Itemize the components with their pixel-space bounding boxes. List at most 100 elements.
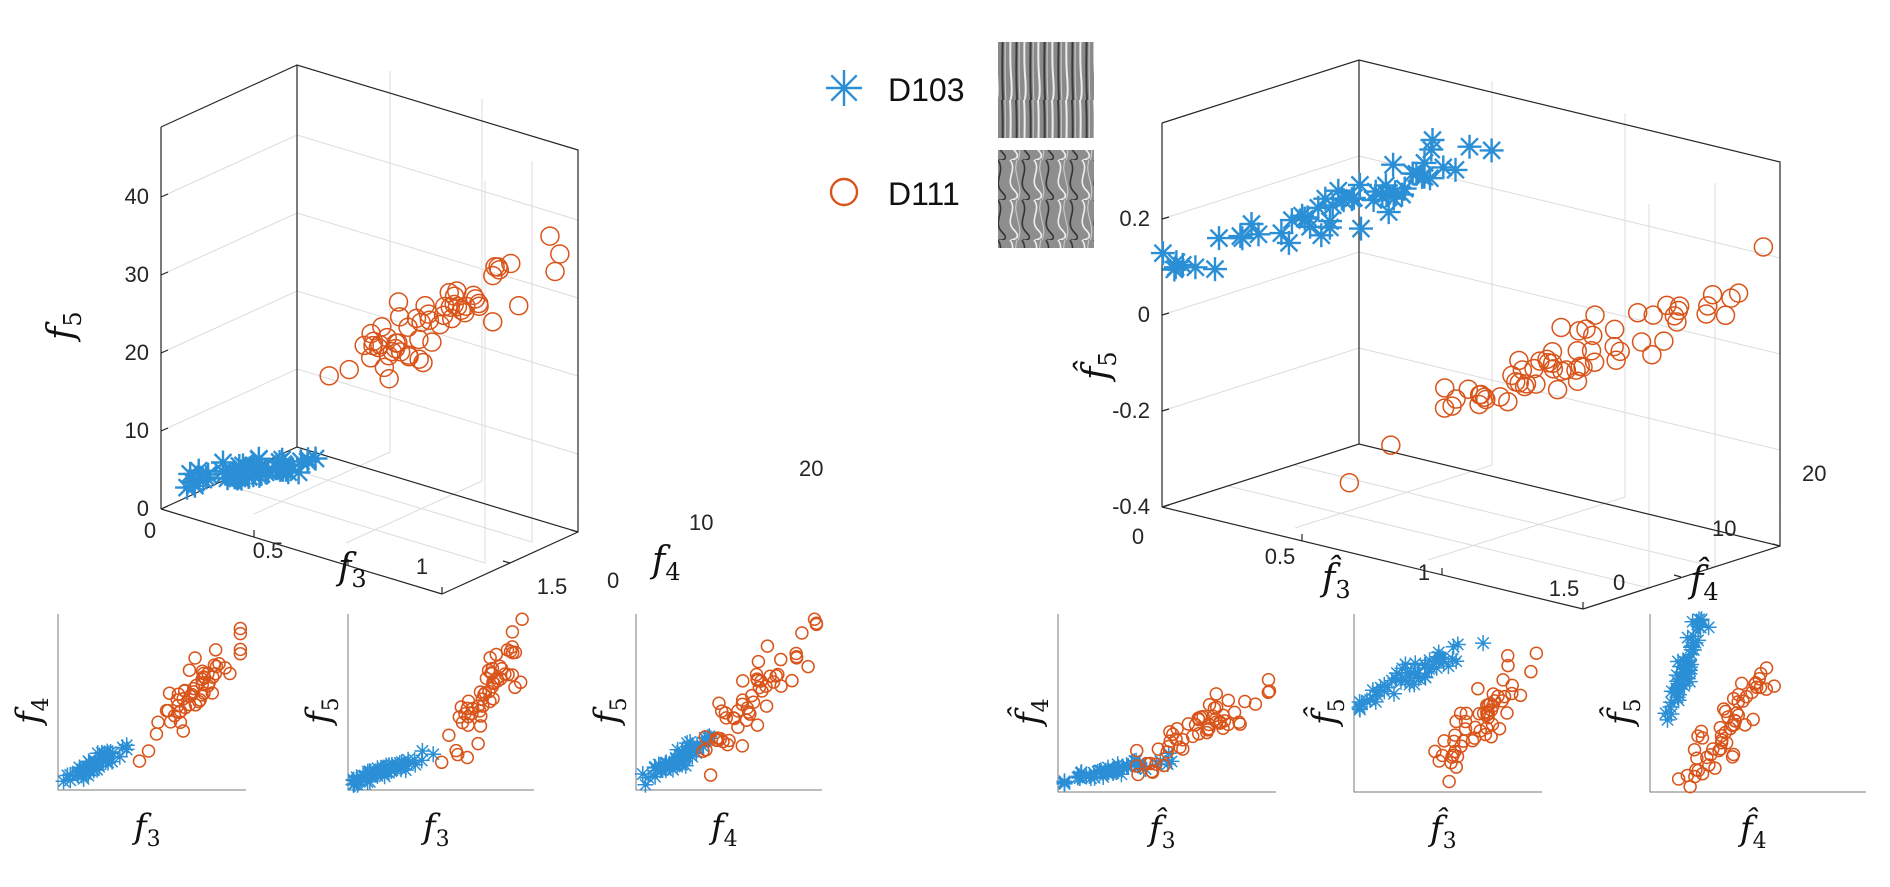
xtick: 0 [1132,524,1144,549]
d103-point [1320,193,1345,218]
d111-point [1484,729,1498,744]
d111-point [444,294,464,315]
plot-points [634,612,824,793]
d111-point [789,649,804,664]
d111-point [1687,742,1702,757]
d111-point [1551,317,1571,338]
y-axis-label: f5 [299,697,344,727]
d103-point [1681,673,1698,690]
d111-point [186,681,201,696]
d111-point [1131,767,1145,782]
d103-point [393,754,410,771]
d103-point [647,768,664,785]
d111-point [1483,696,1498,711]
d111-point [1473,724,1488,738]
d111-point [759,699,774,713]
d103-point [647,759,664,776]
d103-point [668,752,685,769]
d111-point [1492,721,1507,736]
d111-point [1631,332,1652,352]
d111-point [468,293,489,314]
d111-point [508,680,522,695]
d111-point [409,329,429,350]
d103-point [1412,164,1437,189]
d103-point [98,750,115,767]
d111-point [1514,376,1535,397]
d103-point [99,743,116,760]
plot-axes [1649,614,1866,793]
asterisk-marker [826,70,862,106]
d111-point [398,317,418,338]
y-axis-label: f̂4 [1007,698,1054,728]
d111-point [473,719,488,733]
d111-point [201,666,215,681]
d103-point [637,776,654,793]
d111-point [419,310,440,330]
d111-point [1161,739,1176,754]
d103-point [1659,711,1676,728]
d111-point [1714,728,1729,743]
d103-point [1684,613,1701,630]
d111-point [745,688,759,703]
d111-point [1526,374,1546,394]
d111-point [482,684,496,699]
d111-point [508,295,529,316]
d111-point [1671,772,1686,786]
d103-point [1306,195,1331,220]
d111-point [439,282,459,303]
d103-point [104,753,121,770]
right-3d-frame [1161,59,1781,610]
d111-point [1702,758,1716,772]
d103-point [1675,653,1692,670]
d111-point [422,332,442,352]
d111-point [712,696,726,711]
xtick: 0 [144,518,156,543]
d111-point [1627,302,1648,323]
ztick: 0 [137,496,149,521]
d111-point [1524,358,1544,379]
d103-point [371,763,387,780]
d103-point [1387,670,1404,687]
d103-point [1183,255,1208,280]
d103-point [1318,209,1342,234]
y-axis-label: f5 [587,697,632,727]
right-3d-ticks [1161,216,1781,609]
d111-point [774,652,788,667]
d103-point [663,756,680,773]
d111-point [731,720,745,735]
d103-point [1397,672,1414,689]
d103-point [303,446,328,471]
d103-point [1388,665,1405,682]
xtick: 0.5 [1265,544,1296,569]
d111-point [766,675,781,689]
d111-point [442,728,456,742]
d111-point [1221,693,1236,708]
striped-texture-icon [998,42,1094,138]
d111-point [1654,331,1674,351]
d111-point [698,730,713,744]
d103-point [634,766,651,782]
d103-point [1400,161,1425,186]
d103-point [1386,685,1402,702]
d111-point [1339,472,1360,493]
d111-point [489,647,504,662]
d111-point [1730,706,1744,720]
d111-point [233,642,248,657]
projection-plot-p5: f̂3 f̂5 [1303,614,1544,854]
d111-point [472,704,487,718]
d103-point [1150,241,1175,266]
circle-marker [829,177,859,207]
y-axis-label: f̂4 [1687,557,1719,606]
d111-point [1708,761,1722,775]
d111-point [193,693,207,707]
d103-point [667,750,684,766]
d103-point [361,773,378,790]
z-axis-label: f5 [41,311,87,343]
d103-point [640,769,657,786]
d111-point [699,743,713,757]
d111-point [1702,284,1723,305]
y-axis-label: f̂5 [1303,698,1350,728]
ytick: 10 [1712,516,1736,541]
d111-point [434,296,455,317]
